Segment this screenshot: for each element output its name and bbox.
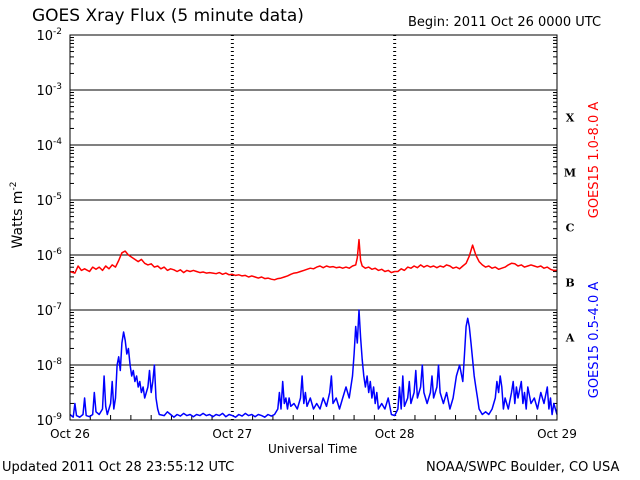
- y-axis-label: Watts m-2: [9, 182, 26, 249]
- flare-class-label: C: [566, 222, 575, 235]
- y-tick-label: 10-6: [36, 247, 62, 264]
- x-tick-label: Oct 26: [50, 427, 90, 441]
- flare-class-label: A: [565, 332, 575, 345]
- series-short-channel-line: [69, 309, 558, 418]
- y-tick-label: 10-3: [36, 82, 62, 99]
- y-tick-label: 10-9: [36, 412, 62, 429]
- chart-title: GOES Xray Flux (5 minute data): [32, 6, 304, 26]
- credit-label: NOAA/SWPC Boulder, CO USA: [426, 460, 620, 475]
- flare-class-label: B: [565, 277, 574, 290]
- x-tick-label: Oct 29: [537, 427, 577, 441]
- x-tick-label: Oct 27: [212, 427, 252, 441]
- flare-class-labels: X M C B A: [564, 112, 576, 345]
- y-tick-label: 10-5: [36, 192, 62, 209]
- x-tick-label: Oct 28: [375, 427, 415, 441]
- y-axis-label-exponent: -2: [9, 182, 19, 191]
- y-tick-label: 10-2: [36, 27, 62, 44]
- plot-frame: [69, 34, 558, 421]
- y-tick-label: 10-4: [36, 137, 62, 154]
- y-axis-label-text: Watts m: [10, 191, 26, 249]
- y-tick-labels: 10-9 10-8 10-7 10-6 10-5 10-4 10-3 10-2: [36, 27, 62, 429]
- begin-time-label: Begin: 2011 Oct 26 0000 UTC: [408, 15, 602, 30]
- legend-long-channel: GOES15 1.0-8.0 A: [587, 102, 602, 219]
- legend-short-channel: GOES15 0.5-4.0 A: [587, 282, 602, 399]
- updated-timestamp: Updated 2011 Oct 28 23:55:12 UTC: [2, 460, 235, 475]
- flare-class-label: X: [566, 112, 575, 125]
- x-tick-labels: Oct 26 Oct 27 Oct 28 Oct 29: [50, 427, 577, 441]
- flare-class-label: M: [564, 167, 576, 180]
- series-long-channel-line: [69, 238, 557, 281]
- series-layer: [69, 238, 558, 418]
- x-axis-label: Universal Time: [268, 442, 358, 456]
- y-tick-label: 10-8: [36, 357, 62, 374]
- y-tick-label: 10-7: [36, 302, 62, 319]
- grid-layer: [70, 35, 557, 420]
